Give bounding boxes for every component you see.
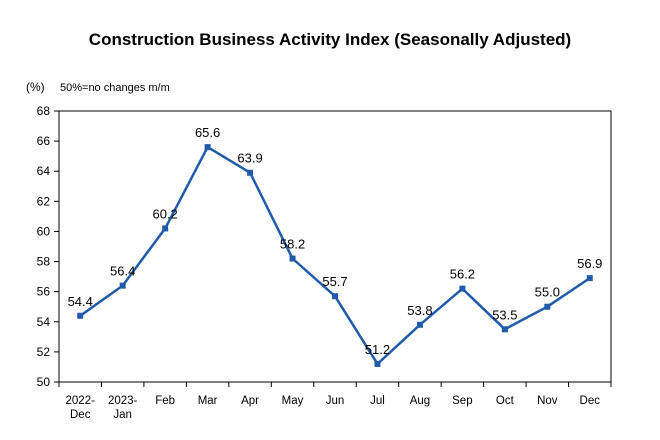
- y-tick-label: 52: [37, 345, 51, 359]
- data-point: [77, 312, 84, 319]
- data-point: [374, 360, 381, 367]
- data-label: 63.9: [237, 151, 262, 166]
- x-tick-label: 2023-Jan: [108, 395, 138, 421]
- data-label: 54.4: [68, 294, 93, 309]
- x-tick-label: Nov: [537, 395, 558, 407]
- data-point: [332, 293, 338, 300]
- x-tick-label: May: [282, 395, 304, 407]
- x-tick-label: Sep: [452, 395, 472, 407]
- x-tick-label: Mar: [198, 395, 218, 407]
- x-tick-label: 2022-Dec: [66, 395, 96, 421]
- data-point: [416, 321, 423, 328]
- x-tick-label: Aug: [410, 395, 430, 407]
- y-tick-label: 64: [37, 164, 51, 178]
- y-tick-label: 54: [37, 315, 51, 329]
- y-axis-unit-label: (%): [26, 80, 45, 94]
- data-label: 55.0: [535, 285, 560, 300]
- y-tick-label: 58: [37, 255, 51, 269]
- y-tick-label: 56: [37, 285, 51, 299]
- data-point: [459, 285, 466, 292]
- data-label: 53.5: [492, 307, 517, 322]
- data-label: 60.2: [152, 206, 177, 221]
- y-tick-label: 50: [37, 375, 51, 389]
- data-label: 65.6: [195, 125, 220, 140]
- x-tick-label: Jul: [370, 395, 385, 407]
- data-label: 51.2: [365, 342, 390, 357]
- data-point: [119, 282, 126, 289]
- x-tick-label: Apr: [241, 395, 259, 407]
- x-tick-label: Dec: [580, 395, 601, 407]
- x-tick-label: Feb: [155, 395, 175, 407]
- series-line: [79, 145, 591, 366]
- data-point: [162, 225, 169, 232]
- data-label: 56.2: [450, 267, 475, 282]
- x-tick-label: Oct: [496, 395, 515, 407]
- data-point: [586, 275, 593, 282]
- baseline-annotation: 50%=no changes m/m: [60, 82, 170, 94]
- data-label: 55.7: [322, 274, 347, 289]
- data-point: [247, 169, 254, 176]
- y-tick-label: 68: [37, 104, 51, 118]
- y-tick-label: 62: [37, 194, 51, 208]
- y-tick-label: 66: [37, 134, 51, 148]
- data-point: [544, 303, 551, 310]
- data-point: [289, 255, 296, 262]
- data-point: [501, 326, 508, 333]
- x-tick-label: Jun: [326, 395, 345, 407]
- data-point: [204, 144, 211, 151]
- data-label: 58.2: [280, 237, 305, 252]
- data-label: 56.4: [110, 264, 135, 279]
- chart-title: Construction Business Activity Index (Se…: [88, 30, 572, 49]
- data-label: 53.8: [407, 303, 432, 318]
- plot-area-frame: [58, 110, 612, 383]
- y-tick-label: 60: [37, 224, 51, 238]
- data-label: 56.9: [577, 256, 602, 271]
